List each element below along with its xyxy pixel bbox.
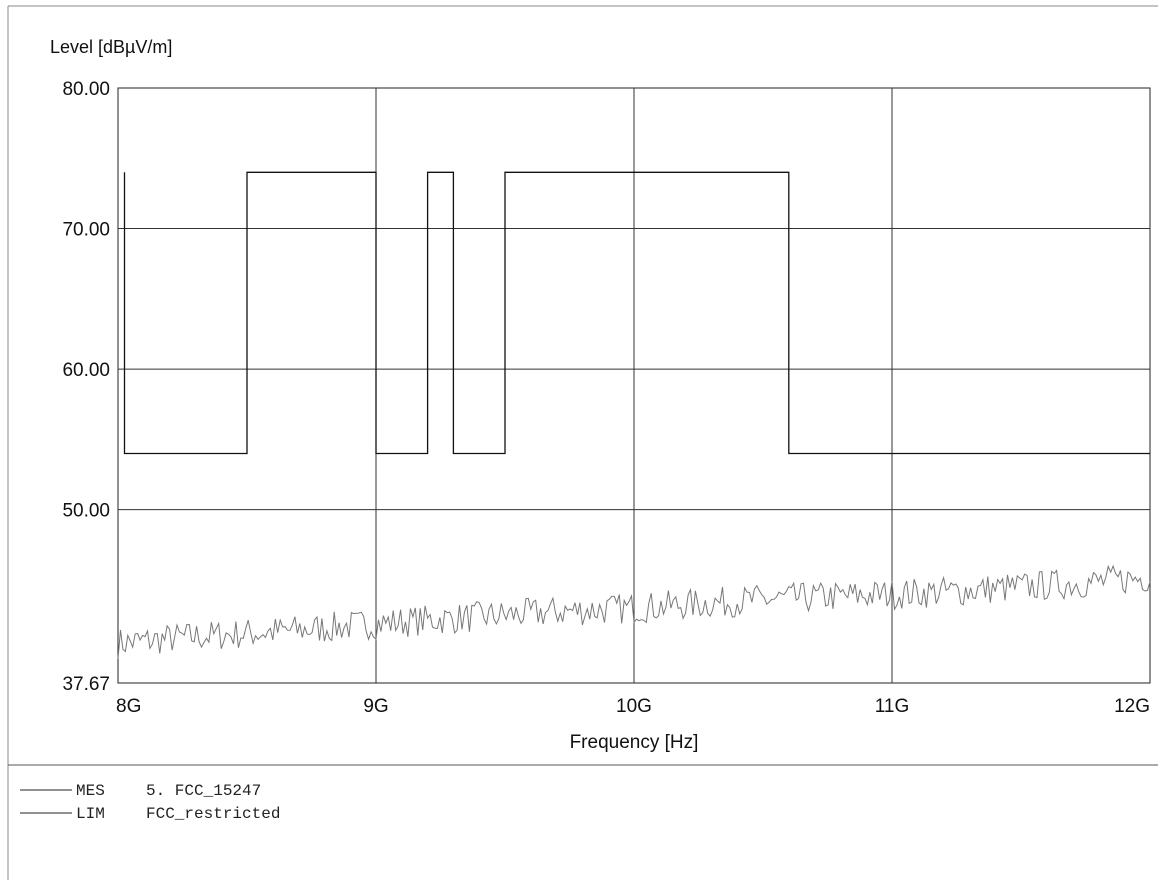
y-tick-label: 60.00 [62,360,110,381]
y-tick-label: 37.67 [62,674,110,695]
legend-name-mes: 5. FCC_15247 [146,782,261,800]
legend: MES 5. FCC_15247 LIM FCC_restricted [20,782,280,823]
x-tick-labels: 8G 9G 10G 11G 12G [116,696,1150,717]
series-limit [123,171,1150,455]
y-tick-label: 80.00 [62,79,110,100]
x-tick-label: 8G [116,696,141,717]
y-tick-label: 50.00 [62,501,110,522]
series-layer [117,171,1151,659]
y-axis-label: Level [dBµV/m] [50,37,172,57]
legend-name-lim: FCC_restricted [146,805,280,823]
legend-code-lim: LIM [76,805,105,823]
grid [118,88,1150,683]
y-tick-labels: 80.00 70.00 60.00 50.00 37.67 [62,79,110,695]
x-tick-label: 10G [616,696,652,717]
x-tick-label: 11G [875,696,910,717]
x-tick-label: 9G [363,696,388,717]
series-measurement [117,564,1151,659]
y-tick-label: 70.00 [62,220,110,241]
legend-code-mes: MES [76,782,105,800]
x-axis-label: Frequency [Hz] [570,732,699,753]
x-tick-label: 12G [1114,696,1150,717]
